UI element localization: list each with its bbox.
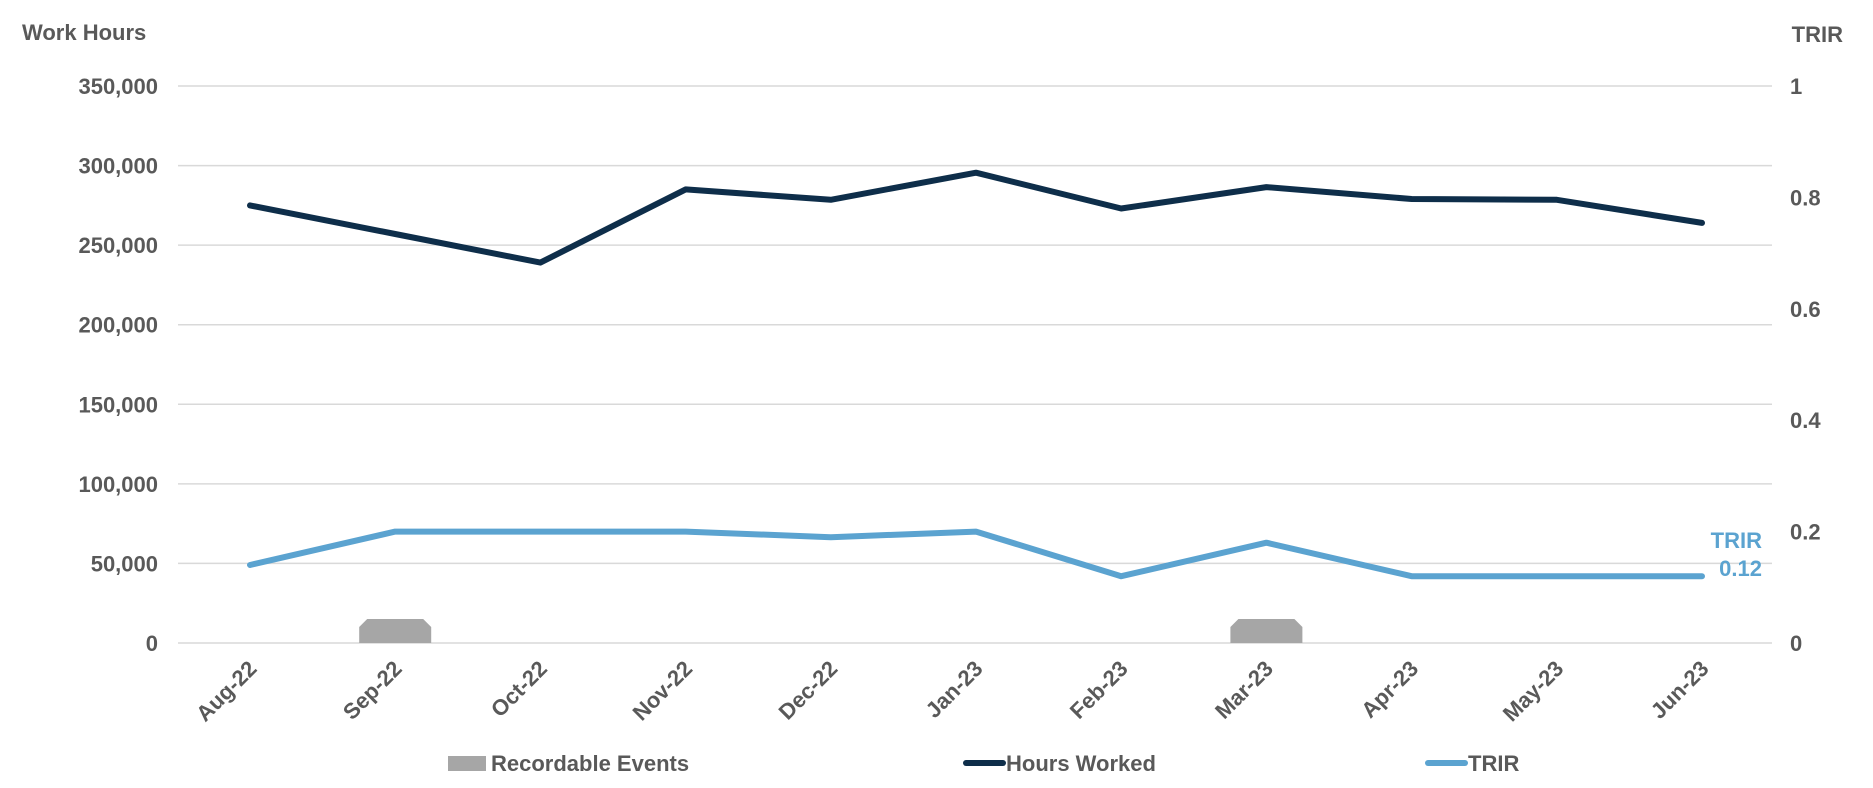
x-tick-label: Jan-23	[921, 656, 988, 723]
y2-tick-label: 0	[1790, 631, 1802, 656]
legend-label-recordable-events: Recordable Events	[491, 751, 689, 776]
legend-label-hours-worked: Hours Worked	[1006, 751, 1156, 776]
y-axis-title: Work Hours	[22, 20, 146, 45]
y-tick-label: 350,000	[78, 74, 158, 99]
y-tick-label: 200,000	[78, 313, 158, 338]
recordable-event-mark	[1230, 619, 1303, 643]
x-tick-label: Dec-22	[774, 656, 843, 725]
y-tick-label: 300,000	[78, 154, 158, 179]
legend-label-trir: TRIR	[1468, 751, 1519, 776]
y-tick-label: 0	[146, 631, 158, 656]
x-tick-label: Nov-22	[628, 656, 698, 726]
legend-swatch-recordable-events	[448, 756, 486, 771]
y2-tick-label: 0.4	[1790, 408, 1821, 433]
x-tick-label: Sep-22	[338, 656, 407, 725]
y-tick-label: 50,000	[91, 551, 158, 576]
y2-tick-label: 0.8	[1790, 185, 1821, 210]
x-tick-label: Feb-23	[1065, 656, 1133, 724]
series-lines	[247, 169, 1705, 580]
y-axis-right: 0 0.2 0.4 0.6 0.8 1	[1790, 74, 1821, 656]
y2-axis-title: TRIR	[1792, 22, 1843, 47]
gridlines	[178, 85, 1772, 644]
x-tick-label: Mar-23	[1210, 656, 1278, 724]
recordable-events-area	[359, 619, 1303, 643]
y2-tick-label: 1	[1790, 74, 1802, 99]
y-tick-label: 150,000	[78, 392, 158, 417]
series-line-trir	[247, 528, 1705, 580]
x-tick-label: May-23	[1498, 656, 1568, 726]
y2-tick-label: 0.6	[1790, 297, 1821, 322]
y-axis-left: 0 50,000 100,000 150,000 200,000 250,000 300,0…	[78, 74, 158, 656]
trir-end-label-value: 0.12	[1719, 556, 1762, 581]
x-axis: Aug-22 Sep-22 Oct-22 Nov-22 Dec-22 Jan-23 Feb-…	[191, 656, 1713, 726]
y-tick-label: 100,000	[78, 472, 158, 497]
y2-tick-label: 0.2	[1790, 520, 1821, 545]
x-tick-label: Aug-22	[191, 656, 261, 726]
x-tick-label: Apr-23	[1356, 656, 1423, 723]
series-line-hours-worked	[247, 169, 1705, 266]
x-tick-label: Oct-22	[486, 656, 552, 722]
trir-end-label-name: TRIR	[1711, 528, 1762, 553]
x-tick-label: Jun-23	[1646, 656, 1714, 724]
y-tick-label: 250,000	[78, 233, 158, 258]
recordable-event-mark	[359, 619, 432, 643]
legend: Recordable Events Hours Worked TRIR	[448, 751, 1519, 776]
